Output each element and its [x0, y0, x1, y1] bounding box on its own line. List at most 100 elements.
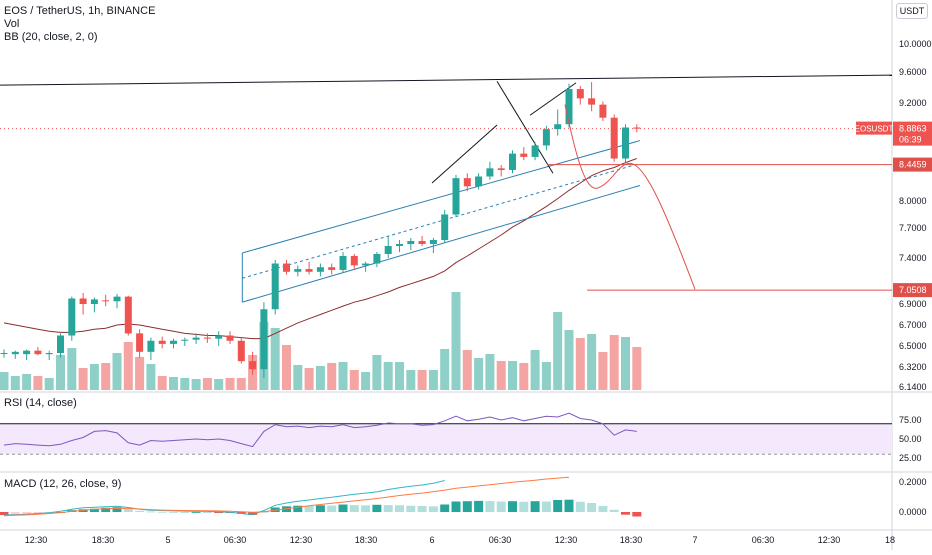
rsi-tick-label: 50.00 — [899, 434, 922, 444]
bb-label: BB (20, close, 2, 0) — [4, 31, 98, 43]
time-tick-label: 5 — [165, 535, 170, 545]
price-tick-label: 6.5000 — [899, 341, 927, 351]
volume-bar — [214, 379, 224, 390]
price-tick-label: 9.2000 — [899, 98, 927, 108]
wedge-support-line — [431, 124, 498, 184]
volume-bar — [78, 368, 88, 390]
candle-body — [452, 178, 460, 215]
volume-bar — [225, 378, 235, 390]
volume-bar — [541, 362, 551, 390]
candle-body — [373, 254, 381, 264]
macd-histogram-bar — [485, 501, 495, 512]
candle-body — [599, 104, 607, 118]
price-tick-label: 6.9000 — [899, 299, 927, 309]
macd-histogram-bar — [112, 507, 122, 512]
volume-bar — [135, 357, 145, 390]
volume-bar — [315, 366, 325, 390]
macd-histogram-bar — [361, 505, 371, 512]
macd-histogram-bar — [293, 505, 303, 512]
macd-histogram-bar — [575, 501, 585, 512]
time-tick-label: 6 — [429, 535, 434, 545]
macd-histogram-bar — [22, 512, 32, 515]
candle-body — [249, 361, 257, 370]
volume-bar — [575, 338, 585, 390]
macd-line — [3, 480, 445, 516]
candle-body — [463, 178, 471, 187]
volume-bar — [530, 350, 540, 390]
candle-body — [0, 353, 8, 354]
channel-lower-line — [242, 185, 641, 303]
volume-bar — [519, 363, 529, 390]
macd-histogram-bar — [598, 506, 608, 512]
volume-bar — [451, 292, 461, 390]
volume-bar — [0, 372, 9, 390]
volume-bar — [157, 376, 167, 390]
macd-histogram-bar — [508, 501, 517, 512]
time-tick-label: 12:30 — [818, 535, 841, 545]
macd-histogram-bar — [383, 505, 393, 512]
candle-body — [294, 269, 302, 272]
current-price-value: 8.8863 — [899, 124, 927, 134]
volume-bar — [327, 363, 337, 390]
rsi-tick-label: 25.00 — [899, 453, 922, 463]
macd-histogram-bar — [417, 506, 427, 512]
level-price-tag — [893, 283, 932, 298]
macd-histogram-bar — [395, 505, 404, 512]
symbol-title: EOS / TetherUS, 1h, BINANCE — [4, 5, 156, 17]
macd-histogram-bar — [33, 512, 43, 514]
volume-bar — [338, 362, 348, 390]
candle-body — [226, 335, 234, 341]
candle-body — [283, 263, 290, 272]
macd-histogram-bar — [609, 509, 619, 512]
volume-bar — [440, 349, 450, 390]
macd-histogram-bar — [89, 508, 99, 512]
resistance-trendline — [0, 74, 893, 86]
candle-body — [192, 337, 200, 340]
currency-badge[interactable]: USDT — [896, 3, 928, 19]
volume-bar — [417, 370, 427, 390]
macd-histogram-bar — [440, 504, 450, 512]
volume-bar — [101, 363, 111, 390]
macd-histogram-bar — [530, 501, 540, 512]
candle-body — [158, 340, 166, 344]
volume-bar — [202, 378, 212, 390]
price-tick-label: 9.6000 — [899, 67, 927, 77]
rsi-band-fill — [0, 423, 892, 455]
volume-bar — [406, 370, 416, 390]
price-tick-label: 7.4000 — [899, 253, 927, 263]
volume-bar — [428, 370, 438, 390]
macd-histogram-bar — [191, 511, 201, 513]
candle-body — [339, 256, 347, 270]
time-tick-label: 18:30 — [92, 535, 115, 545]
volume-bar — [485, 354, 495, 390]
candle-body — [147, 340, 155, 352]
volume-bar — [304, 368, 314, 390]
rsi-line — [3, 412, 637, 448]
macd-histogram-bar — [621, 512, 630, 515]
price-tick-label: 10.0000 — [899, 39, 932, 49]
macd-histogram-bar — [474, 500, 484, 512]
macd-tick-label: 0.0000 — [899, 507, 927, 517]
candle-body — [328, 267, 336, 270]
time-tick-label: 12:30 — [25, 535, 48, 545]
volume-bar — [474, 358, 484, 390]
volume-bar — [609, 335, 619, 390]
rsi-label: RSI (14, close) — [4, 397, 77, 409]
volume-bar — [123, 342, 133, 390]
macd-tick-label: 0.2000 — [899, 477, 927, 487]
wedge-breakdown-line — [496, 81, 554, 174]
candle-body — [441, 214, 449, 240]
time-tick-label: 06:30 — [224, 535, 247, 545]
macd-histogram-bar — [451, 501, 461, 512]
bb-basis-line — [3, 158, 637, 340]
volume-bar — [372, 355, 382, 390]
time-tick-label: 18:30 — [620, 535, 643, 545]
level-price-value: 7.0508 — [899, 285, 927, 295]
candle-body — [486, 168, 494, 177]
time-tick-label: 7 — [692, 535, 697, 545]
macd-histogram-bar — [101, 507, 111, 512]
volume-bar — [10, 376, 20, 390]
channel-mid-line — [242, 162, 641, 279]
